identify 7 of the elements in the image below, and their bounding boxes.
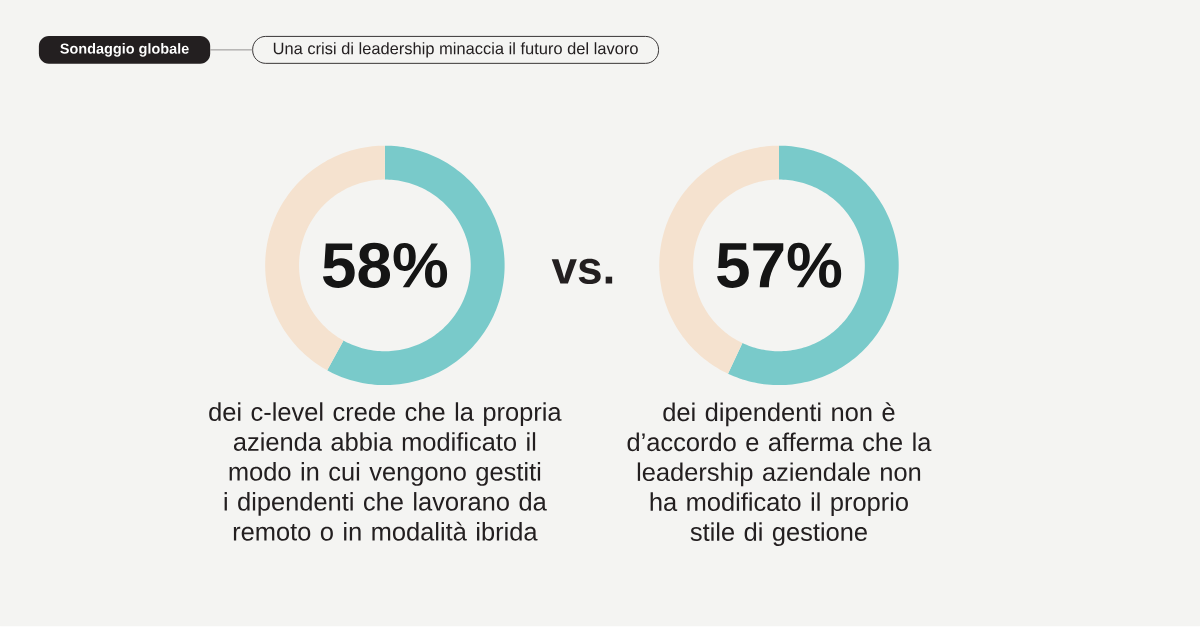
text: Sondaggio globale bbox=[60, 43, 189, 57]
text: vs. bbox=[551, 259, 613, 285]
text: dei dipendenti non è d’accordo e afferma che la leadership aziendale non ha modificato il proprio stile di gestione bbox=[627, 402, 932, 547]
data-label: 58% bbox=[322, 243, 448, 289]
data-label: 57% bbox=[717, 243, 842, 289]
chart-subtitle: Una crisi di leadership minaccia il futuro del lavoro bbox=[273, 42, 638, 58]
text: dei c-level crede che la propria azienda abbia modificato il modo in cui vengono gestiti i dipendenti che lavorano da remoto o in modalità ibrida bbox=[209, 402, 562, 541]
